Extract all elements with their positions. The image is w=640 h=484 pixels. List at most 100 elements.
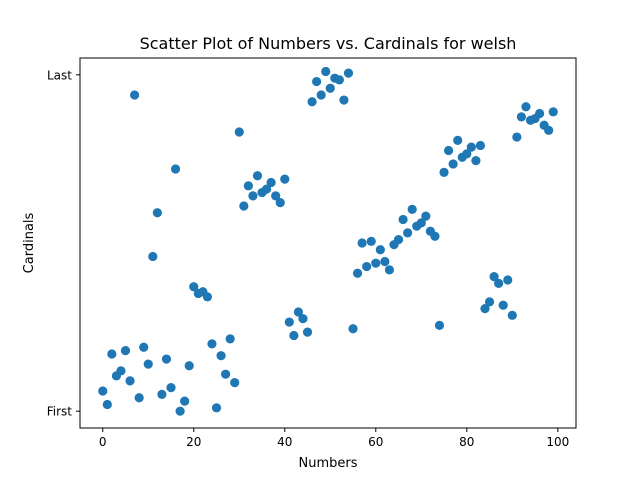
data-point xyxy=(148,251,158,262)
data-points xyxy=(98,66,558,416)
y-axis-ticks: First Last xyxy=(47,68,80,419)
data-point xyxy=(189,282,199,292)
x-axis-label: Numbers xyxy=(299,456,358,471)
data-point xyxy=(471,155,481,166)
data-point xyxy=(393,235,404,245)
data-point xyxy=(416,218,426,228)
data-point xyxy=(403,228,413,238)
data-point xyxy=(107,349,117,359)
x-tick-label: 100 xyxy=(546,435,569,449)
data-point xyxy=(503,275,513,285)
data-point xyxy=(289,330,299,341)
data-point xyxy=(266,177,276,188)
data-point xyxy=(366,236,376,246)
data-point xyxy=(348,324,358,334)
data-point xyxy=(161,354,172,364)
data-point xyxy=(334,75,344,85)
data-point xyxy=(207,339,217,349)
data-point xyxy=(252,171,263,181)
data-point xyxy=(448,159,458,169)
y-tick-label: Last xyxy=(47,68,72,82)
data-point xyxy=(130,90,140,100)
data-point xyxy=(494,278,504,288)
data-point xyxy=(321,66,331,77)
data-point xyxy=(125,376,135,386)
x-tick-label: 80 xyxy=(459,435,474,449)
data-point xyxy=(248,191,258,201)
data-point xyxy=(261,184,272,194)
data-point xyxy=(480,303,490,314)
data-point xyxy=(407,204,417,214)
data-point xyxy=(516,112,526,122)
x-tick-label: 0 xyxy=(99,435,107,449)
plot-frame xyxy=(79,57,577,429)
data-point xyxy=(430,231,440,241)
data-point xyxy=(316,90,326,100)
data-point xyxy=(98,386,108,396)
data-point xyxy=(211,403,222,413)
data-point xyxy=(521,102,531,112)
y-axis-label: Cardinals xyxy=(22,212,37,273)
data-point xyxy=(325,83,335,93)
data-point xyxy=(293,307,304,317)
data-point xyxy=(302,327,313,337)
data-point xyxy=(180,396,190,406)
data-point xyxy=(221,369,231,379)
data-point xyxy=(102,399,112,410)
data-point xyxy=(443,145,454,156)
data-point xyxy=(498,300,508,310)
data-point xyxy=(380,256,390,267)
data-point xyxy=(544,125,554,135)
data-point xyxy=(239,201,249,211)
data-point xyxy=(534,108,545,119)
data-point xyxy=(384,265,395,275)
data-point xyxy=(275,198,285,208)
data-point xyxy=(362,261,372,272)
data-point xyxy=(284,317,294,327)
data-point xyxy=(298,314,308,324)
data-point xyxy=(343,68,354,78)
data-point xyxy=(312,76,322,87)
data-point xyxy=(357,238,367,248)
data-point xyxy=(134,393,144,403)
data-point xyxy=(271,191,281,201)
data-point xyxy=(466,142,476,152)
data-point xyxy=(120,346,131,356)
chart-title: Scatter Plot of Numbers vs. Cardinals fo… xyxy=(140,34,517,53)
x-tick-label: 20 xyxy=(186,435,201,449)
x-tick-label: 40 xyxy=(277,435,292,449)
data-point xyxy=(234,127,244,137)
data-point xyxy=(371,258,381,268)
x-axis-ticks: 0 20 40 60 80 100 xyxy=(99,428,569,449)
data-point xyxy=(462,149,472,159)
data-point xyxy=(152,208,162,218)
data-point xyxy=(489,272,499,282)
data-point xyxy=(166,383,176,393)
data-point xyxy=(184,361,194,371)
data-point xyxy=(548,107,558,117)
data-point xyxy=(352,268,363,278)
y-tick-label: First xyxy=(47,405,73,419)
data-point xyxy=(116,366,126,376)
data-point xyxy=(507,310,517,320)
data-point xyxy=(230,377,240,388)
x-tick-label: 60 xyxy=(368,435,383,449)
data-point xyxy=(157,389,167,399)
data-point xyxy=(175,406,185,416)
data-point xyxy=(139,342,149,352)
data-point xyxy=(216,351,226,361)
data-point xyxy=(398,214,408,225)
data-point xyxy=(243,181,253,191)
data-point xyxy=(439,167,449,177)
data-point xyxy=(339,95,349,105)
data-point xyxy=(375,245,385,255)
data-point xyxy=(421,211,431,221)
data-point xyxy=(434,320,445,331)
data-point xyxy=(280,174,290,184)
data-point xyxy=(484,297,495,307)
data-point xyxy=(512,132,522,142)
data-point xyxy=(170,164,181,174)
